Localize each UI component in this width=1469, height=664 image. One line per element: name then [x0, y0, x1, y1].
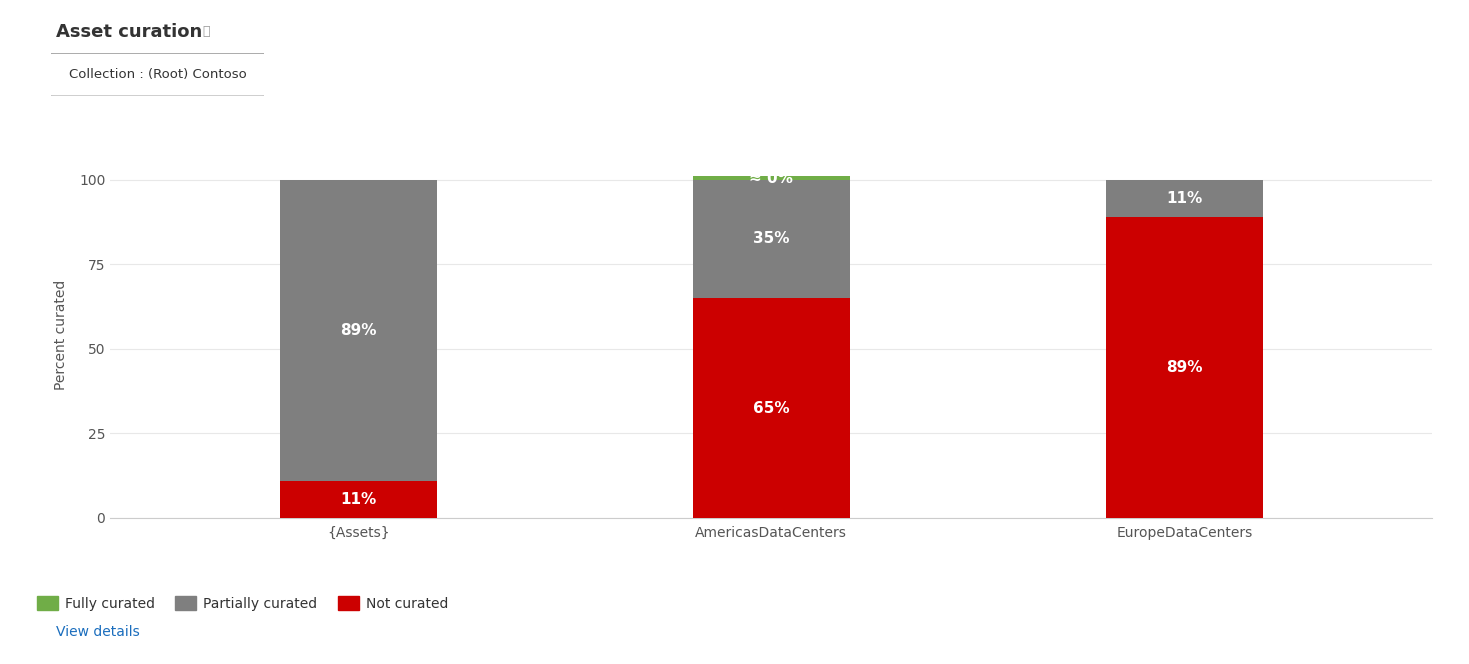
Text: 35%: 35% — [754, 232, 789, 246]
FancyBboxPatch shape — [38, 53, 278, 96]
Text: 89%: 89% — [339, 323, 376, 338]
Text: 11%: 11% — [1166, 191, 1203, 206]
Bar — [1106, 180, 1263, 217]
Text: View details: View details — [56, 625, 140, 639]
Text: 11%: 11% — [339, 492, 376, 507]
Bar — [693, 177, 849, 180]
Bar — [1106, 217, 1263, 518]
Bar — [279, 180, 436, 481]
Bar — [693, 180, 849, 298]
Bar — [279, 481, 436, 518]
Text: ≈ 0%: ≈ 0% — [749, 171, 793, 185]
Y-axis label: Percent curated: Percent curated — [54, 280, 68, 390]
Text: 65%: 65% — [754, 400, 789, 416]
Legend: Fully curated, Partially curated, Not curated: Fully curated, Partially curated, Not cu… — [31, 590, 454, 616]
Text: 89%: 89% — [1166, 360, 1203, 375]
Text: ⓘ: ⓘ — [203, 25, 210, 39]
Bar — [693, 298, 849, 518]
Text: Asset curation: Asset curation — [56, 23, 203, 41]
Text: Collection : (Root) Contoso: Collection : (Root) Contoso — [69, 68, 247, 81]
